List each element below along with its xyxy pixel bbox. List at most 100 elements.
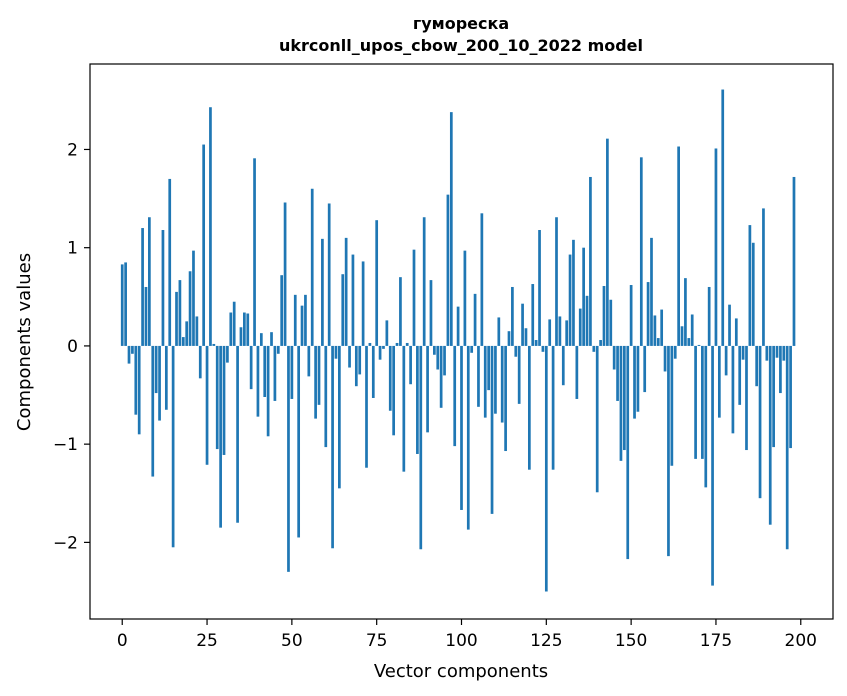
bar: [310, 188, 314, 346]
bar: [405, 342, 409, 346]
bar: [544, 345, 548, 592]
bar: [599, 340, 602, 346]
bar: [626, 345, 630, 560]
bar: [219, 345, 222, 528]
bar: [572, 239, 575, 346]
x-tick-label: 50: [281, 631, 303, 651]
bar: [551, 345, 555, 470]
bar: [731, 345, 735, 434]
bar: [185, 321, 189, 346]
bar: [511, 286, 514, 346]
bar: [704, 345, 708, 488]
bar: [534, 340, 538, 346]
bar: [656, 338, 660, 346]
y-tick-label: −1: [53, 435, 78, 455]
bar: [616, 345, 619, 401]
bar: [768, 345, 772, 525]
bar: [785, 345, 789, 550]
bar: [178, 280, 182, 346]
bar: [762, 208, 765, 346]
bar: [358, 345, 362, 375]
bar: [338, 345, 341, 489]
bar: [504, 345, 507, 452]
bar: [137, 345, 141, 435]
bar: [198, 345, 202, 379]
bar: [595, 345, 599, 493]
bar: [249, 345, 253, 390]
x-tick-label: 75: [366, 631, 388, 651]
bar: [314, 345, 317, 419]
bar: [701, 345, 704, 459]
chart-title: гумореска: [413, 14, 509, 33]
bar: [229, 312, 233, 346]
bar: [354, 345, 358, 387]
bar: [500, 345, 504, 423]
bar: [222, 345, 226, 455]
bar: [236, 345, 239, 523]
bar: [368, 342, 372, 346]
bar: [416, 345, 419, 454]
bar: [192, 250, 195, 346]
bar: [792, 176, 796, 346]
bar: [670, 345, 674, 466]
bar: [724, 345, 728, 376]
bar: [582, 247, 585, 346]
bar: [402, 345, 406, 472]
bar: [246, 313, 250, 346]
bar: [399, 277, 402, 346]
bar: [460, 345, 463, 510]
x-tick-label: 175: [700, 631, 732, 651]
bar: [134, 345, 138, 415]
bar: [690, 314, 694, 346]
bar: [426, 345, 429, 433]
bar: [779, 345, 782, 394]
bar: [395, 342, 399, 346]
x-tick-label: 125: [530, 631, 562, 651]
bar: [385, 320, 389, 346]
bar: [253, 158, 256, 346]
bar: [280, 275, 284, 346]
bar: [717, 345, 721, 418]
bar: [205, 345, 209, 465]
bar: [639, 157, 643, 346]
bar: [473, 293, 477, 346]
x-tick-label: 100: [445, 631, 477, 651]
bar: [477, 345, 480, 407]
bar: [561, 345, 565, 386]
bar: [293, 294, 297, 346]
bar: [158, 345, 161, 421]
bar: [154, 345, 158, 394]
bar: [212, 343, 216, 346]
bar: [622, 345, 626, 451]
bar: [209, 107, 212, 346]
bar: [697, 344, 701, 346]
bar: [755, 345, 759, 387]
bar: [677, 146, 680, 346]
x-tick-label: 0: [117, 631, 128, 651]
bar: [232, 301, 236, 346]
bar: [765, 345, 769, 361]
bar: [507, 331, 511, 346]
bar: [131, 345, 134, 354]
bar: [660, 309, 664, 346]
bar: [612, 345, 616, 370]
bar: [524, 328, 528, 346]
x-tick-label: 150: [615, 631, 647, 651]
bar: [738, 345, 742, 405]
bar: [239, 327, 243, 346]
bar: [392, 345, 396, 436]
x-axis-ticks: 0 25 50 75 100 125 150 175 200: [117, 619, 817, 651]
bar: [341, 274, 345, 346]
bar: [541, 345, 545, 352]
bar: [171, 345, 175, 548]
bar: [317, 345, 321, 405]
bar: [382, 345, 385, 349]
bar: [483, 345, 487, 418]
bar: [494, 345, 497, 414]
bar: [151, 345, 155, 477]
bar: [409, 345, 412, 385]
bar: [772, 345, 775, 448]
bar: [307, 345, 311, 377]
bar: [124, 262, 127, 346]
bar: [202, 144, 206, 346]
